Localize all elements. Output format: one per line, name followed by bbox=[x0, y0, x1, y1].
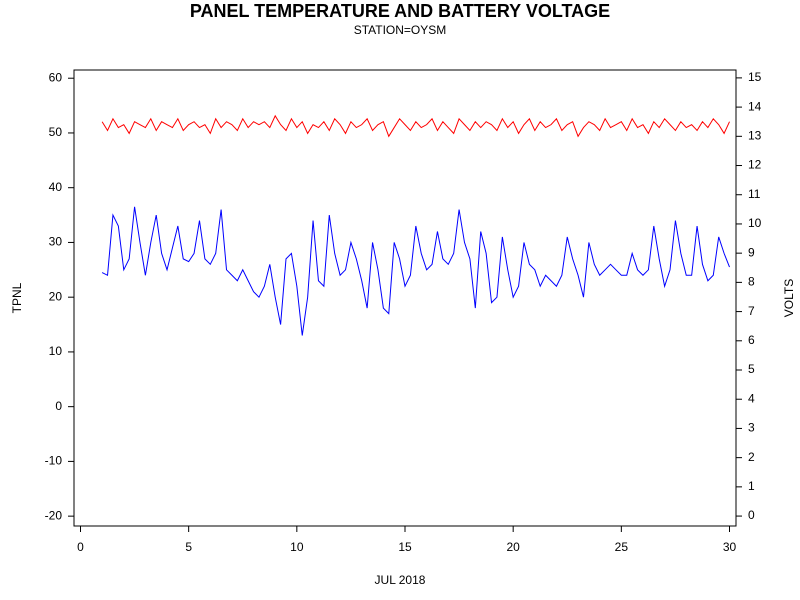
x-tick-label: 25 bbox=[615, 540, 629, 554]
x-tick-label: 15 bbox=[398, 540, 412, 554]
y2-tick-label: 10 bbox=[748, 216, 762, 230]
y2-tick-label: 12 bbox=[748, 158, 762, 172]
x-tick-label: 20 bbox=[506, 540, 520, 554]
y2-tick-label: 9 bbox=[748, 245, 755, 259]
x-tick-label: 30 bbox=[723, 540, 737, 554]
y2-tick-label: 6 bbox=[748, 333, 755, 347]
x-tick-label: 0 bbox=[77, 540, 84, 554]
y2-tick-label: 1 bbox=[748, 479, 755, 493]
y-tick-label: -20 bbox=[45, 508, 63, 522]
x-axis-title: JUL 2018 bbox=[375, 573, 426, 587]
y-tick-label: 60 bbox=[49, 70, 63, 84]
y2-tick-label: 5 bbox=[748, 362, 755, 376]
y-tick-label: 10 bbox=[49, 344, 63, 358]
y2-tick-label: 15 bbox=[748, 70, 762, 84]
series-line bbox=[101, 114, 730, 138]
y-tick-label: 40 bbox=[49, 180, 63, 194]
chart-title: PANEL TEMPERATURE AND BATTERY VOLTAGE bbox=[190, 1, 610, 21]
y2-tick-label: 13 bbox=[748, 128, 762, 142]
y2-tick-label: 0 bbox=[748, 508, 755, 522]
y-tick-label: 30 bbox=[49, 235, 63, 249]
x-tick-label: 5 bbox=[185, 540, 192, 554]
y2-tick-label: 8 bbox=[748, 275, 755, 289]
y2-tick-label: 11 bbox=[748, 187, 761, 201]
y2-axis-title: VOLTS bbox=[782, 279, 796, 317]
y-tick-label: 20 bbox=[49, 289, 63, 303]
series-line bbox=[101, 206, 730, 336]
y-tick-label: 0 bbox=[55, 399, 62, 413]
y2-tick-label: 4 bbox=[748, 391, 755, 405]
y2-tick-label: 3 bbox=[748, 421, 755, 435]
y2-tick-label: 7 bbox=[748, 304, 755, 318]
y-tick-label: -10 bbox=[45, 454, 63, 468]
chart-subtitle: STATION=OYSM bbox=[354, 23, 447, 37]
y2-tick-label: 2 bbox=[748, 450, 755, 464]
y-axis-title: TPNL bbox=[10, 282, 24, 313]
x-tick-label: 10 bbox=[290, 540, 304, 554]
y-tick-label: 50 bbox=[49, 125, 63, 139]
y2-tick-label: 14 bbox=[748, 99, 762, 113]
